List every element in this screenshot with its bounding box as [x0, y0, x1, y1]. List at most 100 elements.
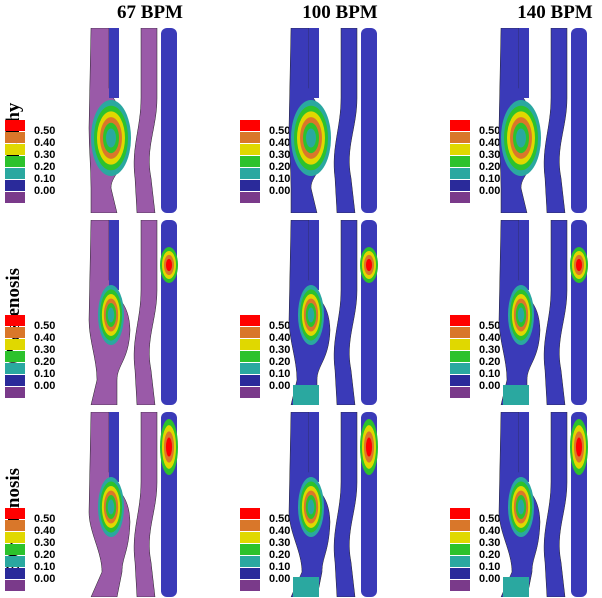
colorbar-label: 0.30 [269, 344, 291, 356]
colorbar-swatch [5, 315, 25, 326]
colorbar-swatch [240, 327, 260, 338]
colorbar-label: 0.40 [34, 525, 56, 537]
colorbar-label: 0.10 [269, 368, 291, 380]
colorbar-label: 0.20 [479, 161, 501, 173]
colorbar-swatch [450, 508, 470, 519]
colorbar-swatch [240, 520, 260, 531]
wss-contour-band [365, 258, 373, 272]
vessel-branch [109, 412, 119, 482]
colorbar-label: 0.50 [34, 320, 56, 332]
colorbar-swatch [450, 568, 470, 579]
colorbar-swatch [5, 556, 25, 567]
colorbar-legend: 0.50 0.40 0.30 0.20 0.10 0.00 [450, 315, 520, 405]
vessel-branch [519, 220, 529, 290]
colorbar-swatch [450, 180, 470, 191]
external-carotid-vessel [133, 220, 158, 405]
colorbar-swatch [450, 192, 470, 203]
colorbar-swatch [5, 327, 25, 338]
colorbar-swatch [240, 180, 260, 191]
adjacent-vessel [361, 28, 377, 213]
wss-contour-band [365, 437, 373, 457]
artery-contour-panel [88, 220, 178, 405]
artery-contour-panel [498, 28, 587, 213]
wss-contour-band [306, 128, 316, 148]
colorbar-swatch [5, 375, 25, 386]
colorbar-swatch [240, 532, 260, 543]
colorbar-swatch [5, 192, 25, 203]
colorbar-label: 0.10 [269, 561, 291, 573]
colorbar-label: 0.00 [269, 185, 291, 197]
colorbar-label: 0.00 [479, 185, 501, 197]
adjacent-vessel [161, 28, 177, 213]
colorbar-swatch [5, 168, 25, 179]
colorbar-label: 0.40 [479, 525, 501, 537]
colorbar-swatch [5, 532, 25, 543]
colorbar-swatch [450, 520, 470, 531]
colorbar-label: 0.30 [269, 149, 291, 161]
colorbar-label: 0.00 [34, 380, 56, 392]
colorbar-legend: 0.50 0.40 0.30 0.20 0.10 0.00 [240, 508, 310, 598]
colorbar-label: 0.40 [269, 525, 291, 537]
colorbar-swatch [5, 544, 25, 555]
colorbar-swatch [240, 508, 260, 519]
colorbar-label: 0.30 [479, 149, 501, 161]
colorbar-swatch [240, 375, 260, 386]
colorbar-swatch [5, 120, 25, 131]
wss-contour-band [503, 577, 529, 597]
adjacent-vessel [571, 28, 587, 213]
vessel-branch [309, 412, 319, 482]
colorbar-swatch [450, 556, 470, 567]
colorbar-label: 0.50 [479, 320, 501, 332]
colorbar-swatch [5, 580, 25, 591]
colorbar-swatch [5, 387, 25, 398]
colorbar-legend: 0.50 0.40 0.30 0.20 0.10 0.00 [5, 315, 75, 405]
colorbar-swatch [450, 532, 470, 543]
colorbar-label: 0.10 [269, 173, 291, 185]
colorbar-swatch [240, 339, 260, 350]
wss-contour-band [107, 307, 115, 323]
colorbar-swatch [5, 508, 25, 519]
colorbar-swatch [240, 568, 260, 579]
colorbar-legend: 0.50 0.40 0.30 0.20 0.10 0.00 [450, 508, 520, 598]
colorbar-label: 0.30 [479, 537, 501, 549]
colorbar-swatch [5, 339, 25, 350]
external-carotid-vessel [543, 412, 568, 597]
colorbar-label: 0.50 [269, 513, 291, 525]
colorbar-swatch [240, 580, 260, 591]
wss-contour-band [575, 258, 583, 272]
wss-contour-band [293, 577, 319, 597]
colorbar-swatch [450, 156, 470, 167]
colorbar-swatch [5, 363, 25, 374]
column-header-140bpm: 140 BPM [517, 2, 593, 23]
vessel-branch [519, 28, 529, 98]
colorbar-swatch [240, 132, 260, 143]
colorbar-label: 0.40 [269, 137, 291, 149]
vessel-branch [309, 28, 319, 98]
vessel-branch [519, 412, 529, 482]
vessel-branch [109, 28, 119, 98]
colorbar-label: 0.10 [34, 368, 56, 380]
colorbar-swatch [240, 192, 260, 203]
colorbar-swatch [240, 120, 260, 131]
colorbar-swatch [5, 132, 25, 143]
wss-contour-band [107, 499, 115, 515]
colorbar-label: 0.20 [479, 549, 501, 561]
wss-contour-band [517, 307, 525, 323]
colorbar-swatch [5, 568, 25, 579]
colorbar-label: 0.00 [34, 573, 56, 585]
artery-contour-panel [498, 412, 588, 597]
colorbar-swatch [450, 144, 470, 155]
colorbar-label: 0.40 [34, 332, 56, 344]
colorbar-swatch [240, 363, 260, 374]
colorbar-swatch [450, 120, 470, 131]
colorbar-swatch [5, 180, 25, 191]
colorbar-label: 0.50 [34, 513, 56, 525]
colorbar-swatch [240, 387, 260, 398]
colorbar-swatch [240, 315, 260, 326]
colorbar-swatch [450, 168, 470, 179]
colorbar-label: 0.20 [269, 549, 291, 561]
colorbar-label: 0.20 [269, 356, 291, 368]
artery-contour-panel [88, 28, 177, 213]
colorbar-label: 0.50 [269, 320, 291, 332]
column-header-67bpm: 67 BPM [117, 2, 183, 23]
